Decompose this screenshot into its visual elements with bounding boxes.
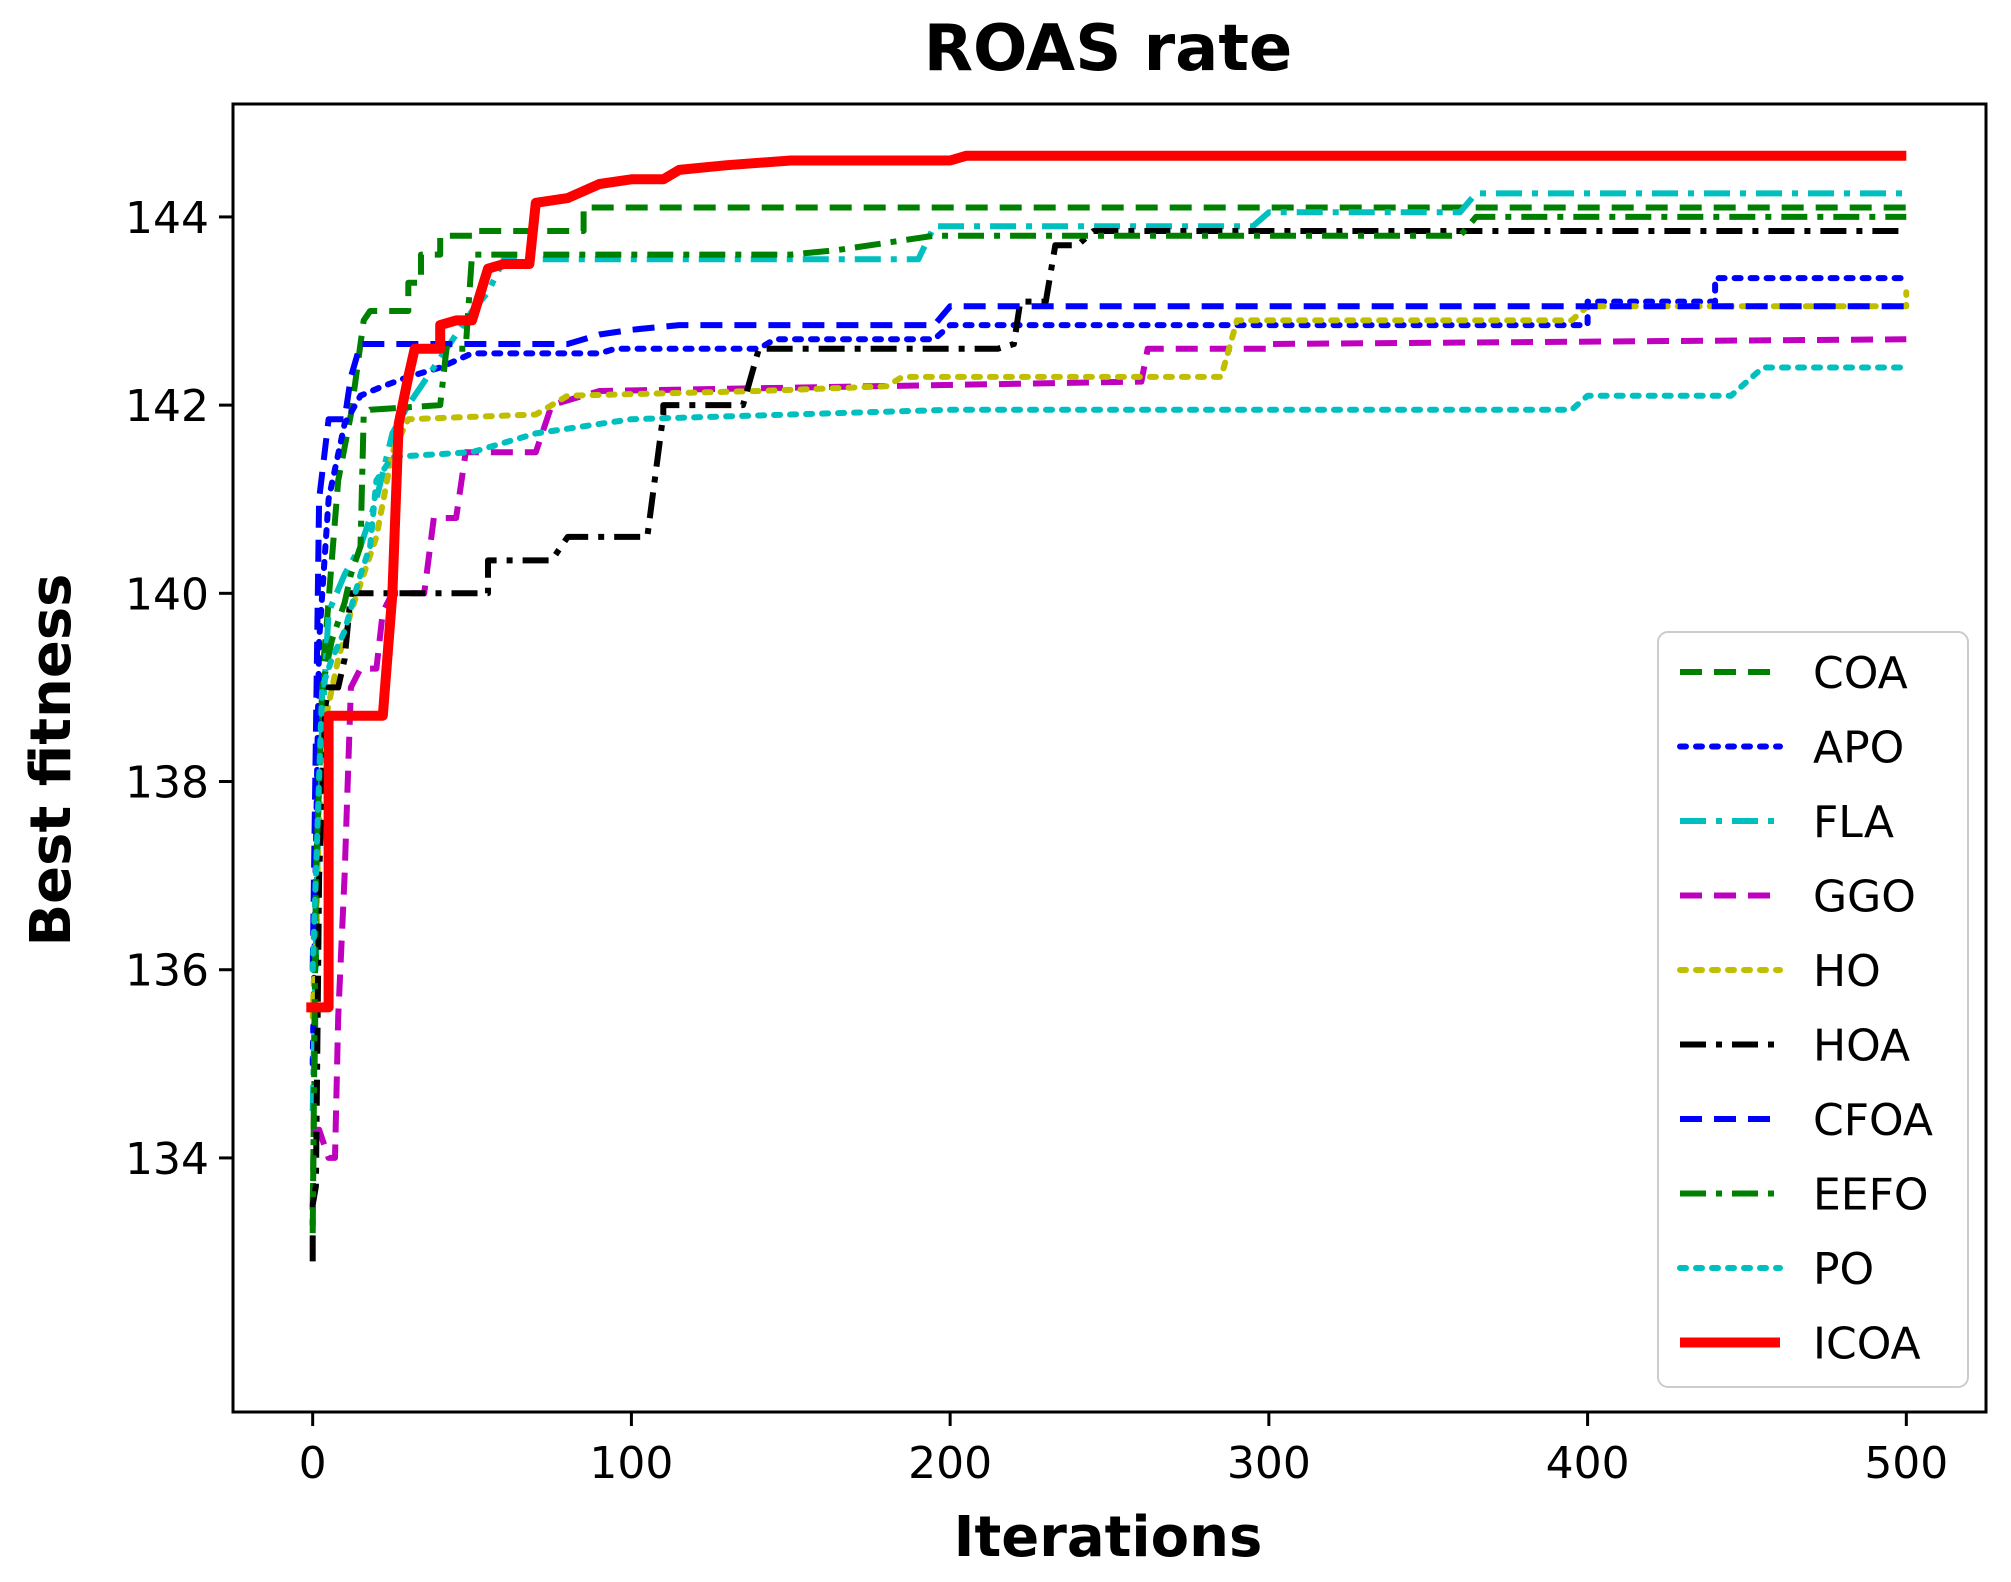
y-tick-label: 140 <box>125 569 209 620</box>
legend: COA APO FLA GGO HO HOA CFOA EEFO PO ICOA <box>1657 631 1969 1388</box>
x-tick-label: 200 <box>908 1438 992 1489</box>
x-tick-label: 400 <box>1546 1438 1630 1489</box>
y-tick-label: 136 <box>125 946 209 997</box>
plot-frame <box>231 102 1988 1414</box>
y-axis-label: Best fitness <box>19 573 84 946</box>
y-tick-label: 142 <box>125 381 209 432</box>
series-line-ggo <box>312 336 1907 1161</box>
series-line-hoa <box>309 228 1907 1262</box>
axis-ticks: 0 100 200 300 400 500 134 136 138 140 142 144 <box>125 193 1948 1489</box>
series-line-icoa <box>306 150 1907 1013</box>
legend-label-fla: FLA <box>1813 797 1894 848</box>
y-tick-label: 138 <box>125 758 209 809</box>
x-tick-label: 100 <box>589 1438 673 1489</box>
legend-label-hoa: HOA <box>1813 1021 1910 1072</box>
x-tick-label: 500 <box>1864 1438 1948 1489</box>
series-line-eefo <box>309 213 1907 1234</box>
series-line-cfoa <box>309 296 1910 970</box>
legend-label-ggo: GGO <box>1813 872 1916 923</box>
x-tick-label: 0 <box>299 1438 327 1489</box>
series-line-coa <box>309 204 1907 1206</box>
y-tick-label: 144 <box>125 193 209 244</box>
x-tick-label: 300 <box>1227 1438 1311 1489</box>
legend-label-apo: APO <box>1813 723 1904 774</box>
legend-label-eefo: EEFO <box>1813 1170 1929 1221</box>
y-tick-label: 134 <box>125 1134 209 1185</box>
chart-title: ROAS rate <box>924 12 1293 86</box>
series-line-po <box>309 364 1910 973</box>
x-axis-label: Iterations <box>954 1505 1263 1570</box>
legend-label-icoa: ICOA <box>1813 1319 1921 1370</box>
legend-label-cfoa: CFOA <box>1813 1095 1933 1146</box>
legend-label-po: PO <box>1813 1244 1874 1295</box>
legend-label-ho: HO <box>1813 946 1881 997</box>
legend-label-coa: COA <box>1813 648 1908 699</box>
